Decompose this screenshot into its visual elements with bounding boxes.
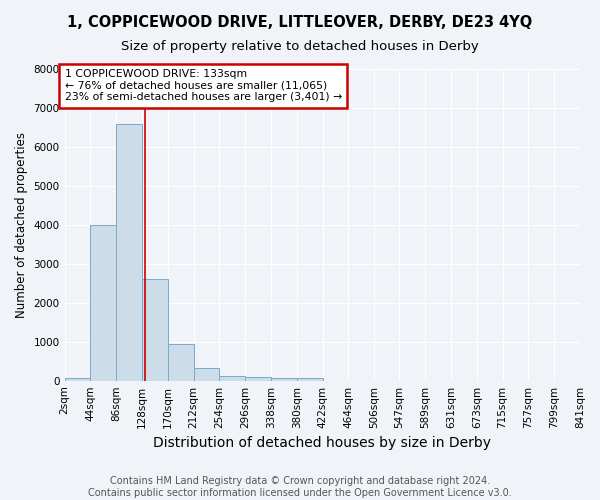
Bar bbox=[142, 280, 168, 380]
Text: Contains HM Land Registry data © Crown copyright and database right 2024.
Contai: Contains HM Land Registry data © Crown c… bbox=[88, 476, 512, 498]
Bar bbox=[271, 378, 297, 380]
Bar bbox=[194, 368, 220, 380]
Bar bbox=[65, 378, 91, 380]
Bar bbox=[297, 378, 323, 380]
Text: 1, COPPICEWOOD DRIVE, LITTLEOVER, DERBY, DE23 4YQ: 1, COPPICEWOOD DRIVE, LITTLEOVER, DERBY,… bbox=[67, 15, 533, 30]
Bar bbox=[91, 225, 116, 380]
Bar bbox=[168, 344, 194, 380]
Text: 1 COPPICEWOOD DRIVE: 133sqm
← 76% of detached houses are smaller (11,065)
23% of: 1 COPPICEWOOD DRIVE: 133sqm ← 76% of det… bbox=[65, 69, 342, 102]
Y-axis label: Number of detached properties: Number of detached properties bbox=[15, 132, 28, 318]
Text: Size of property relative to detached houses in Derby: Size of property relative to detached ho… bbox=[121, 40, 479, 53]
X-axis label: Distribution of detached houses by size in Derby: Distribution of detached houses by size … bbox=[153, 436, 491, 450]
Bar bbox=[220, 376, 245, 380]
Bar bbox=[245, 377, 271, 380]
Bar bbox=[116, 124, 142, 380]
